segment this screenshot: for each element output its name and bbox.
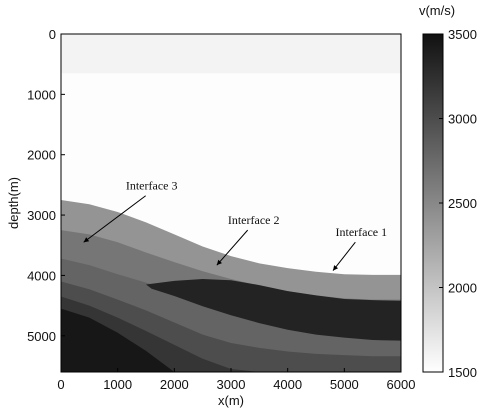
annotation-arrowhead <box>83 237 90 243</box>
colorbar-label: v(m/s) <box>419 3 455 18</box>
x-tick-label: 2000 <box>160 377 189 392</box>
y-tick-label: 5000 <box>27 329 56 344</box>
x-tick-label: 5000 <box>330 377 359 392</box>
velocity-layers <box>61 34 401 372</box>
annotation-arrowhead <box>216 259 223 266</box>
x-tick-label: 3000 <box>217 377 246 392</box>
x-tick-label: 6000 <box>387 377 416 392</box>
x-tick-label: 0 <box>57 377 64 392</box>
annotation-label: Interface 2 <box>228 213 280 227</box>
annotation-arrow <box>216 229 249 266</box>
y-tick-label: 2000 <box>27 148 56 163</box>
annotation-arrowhead <box>333 265 339 271</box>
y-axis: 0 1000 2000 3000 4000 5000 <box>27 27 65 344</box>
velocity-layer-8 <box>61 308 401 372</box>
colorbar-tick-label: 3500 <box>448 27 477 42</box>
annotation-label: Interface 3 <box>126 179 178 193</box>
x-axis: 0 1000 2000 3000 4000 5000 6000 <box>57 368 415 392</box>
annotation-label: Interface 1 <box>336 225 388 239</box>
colorbar-ticks: 1500 2000 2500 3000 3500 <box>439 27 477 380</box>
annotation-arrow <box>83 195 146 243</box>
y-tick-label: 4000 <box>27 268 56 283</box>
plot-area <box>60 33 402 373</box>
colorbar-tick-label: 2500 <box>448 196 477 211</box>
x-tick-label: 4000 <box>273 377 302 392</box>
y-axis-label: depth(m) <box>6 177 21 229</box>
colorbar-tick-label: 2000 <box>448 281 477 296</box>
y-tick-label: 1000 <box>27 87 56 102</box>
lens-layer <box>146 279 401 341</box>
y-tick-label: 3000 <box>27 208 56 223</box>
colorbar: v(m/s) 1500 2000 2500 3000 3500 <box>419 3 477 380</box>
annotations: Interface 3 Interface 2 Interface 1 <box>83 179 388 271</box>
colorbar-tick-label: 3000 <box>448 112 477 127</box>
y-tick-label: 0 <box>49 27 56 42</box>
x-axis-label: x(m) <box>218 393 244 408</box>
colorbar-tick-label: 1500 <box>448 365 477 380</box>
x-tick-label: 1000 <box>103 377 132 392</box>
annotation-arrow <box>332 241 356 271</box>
